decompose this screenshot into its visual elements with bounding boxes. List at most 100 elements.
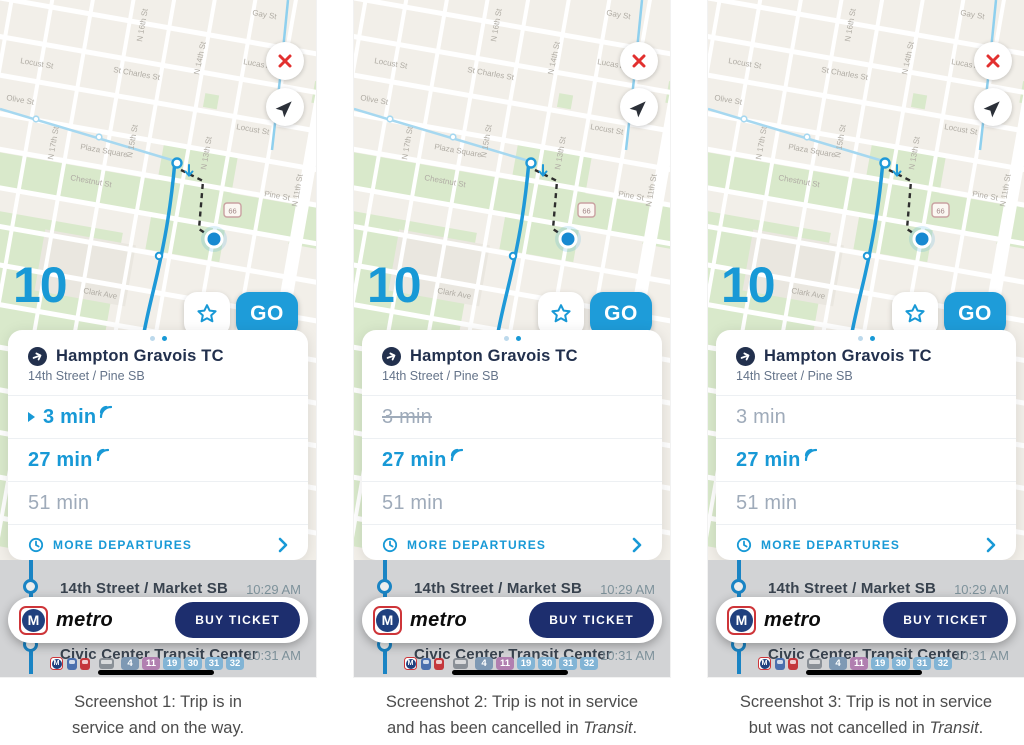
locate-button[interactable] [620, 88, 658, 126]
app-screen: 66 Gay St Locust St St Charles St N 14th… [708, 0, 1024, 677]
walk-arrow-icon [538, 164, 548, 178]
app-screen: 66 Gay St Locust St St Charles St N 14th… [0, 0, 316, 677]
departure-row[interactable]: 51 min [716, 481, 1016, 524]
route-line [844, 160, 885, 381]
walk-arrow-icon [892, 164, 902, 178]
departure-row[interactable]: 3 min [362, 395, 662, 438]
on-the-way-icon [28, 412, 35, 422]
stop-time: 10:31 AM [246, 648, 301, 663]
vehicle-location-dot [912, 229, 932, 249]
route-badge: 30 [892, 657, 910, 670]
bus-icon [807, 658, 822, 669]
favorite-button[interactable] [538, 292, 584, 336]
phone-screenshot-3: 66 Gay St Locust St St Charles St N 14th… [708, 0, 1024, 741]
highway-shield: 66 [577, 202, 596, 218]
highway-shield: 66 [223, 202, 242, 218]
departure-row[interactable]: 3 min [8, 395, 308, 438]
bus-icon [453, 658, 468, 669]
metro-wordmark: metro [410, 608, 468, 631]
home-indicator [98, 670, 214, 675]
caption: Screenshot 1: Trip is in service and on … [71, 693, 245, 737]
favorite-button[interactable] [892, 292, 938, 336]
bus-icon [99, 658, 114, 669]
buy-ticket-button[interactable]: BUY TICKET [883, 602, 1008, 638]
home-indicator [806, 670, 922, 675]
more-departures-button[interactable]: MORE DEPARTURES [8, 524, 308, 560]
departure-row[interactable]: 27 min [716, 438, 1016, 481]
departures-card: Hampton Gravois TC 14th Street / Pine SB… [716, 330, 1016, 560]
stop-name[interactable]: 14th Street / Market SB [414, 580, 582, 597]
phone-screenshot-2: 66 Gay St Locust St St Charles St N 14th… [354, 0, 670, 741]
departure-row[interactable]: 27 min [8, 438, 308, 481]
stop-subtitle: 14th Street / Pine SB [736, 369, 853, 383]
star-icon [197, 304, 217, 323]
stop-subtitle: 14th Street / Pine SB [28, 369, 145, 383]
buy-ticket-button[interactable]: BUY TICKET [529, 602, 654, 638]
close-button[interactable] [974, 42, 1012, 80]
stop-marker [377, 579, 392, 594]
stop-time: 10:29 AM [600, 582, 655, 597]
caption: Screenshot 3: Trip is not in service but… [739, 693, 993, 737]
svg-text:66: 66 [936, 207, 944, 216]
clock-icon [28, 537, 44, 553]
stop-name[interactable]: 14th Street / Market SB [60, 580, 228, 597]
route-badge: 19 [163, 657, 181, 670]
metro-wordmark: metro [56, 608, 114, 631]
direction-arrow-icon [736, 347, 755, 366]
close-button[interactable] [266, 42, 304, 80]
departure-row[interactable]: 51 min [8, 481, 308, 524]
buy-ticket-button[interactable]: BUY TICKET [175, 602, 300, 638]
direction-arrow-icon [28, 347, 47, 366]
departure-row[interactable]: 3 min [716, 395, 1016, 438]
svg-text:Gay St: Gay St [960, 8, 986, 21]
svg-text:66: 66 [228, 207, 236, 216]
itinerary-section: 14th Street / Market SB 10:29 AM Civic C… [354, 560, 670, 677]
metro-mini-logo: M [758, 657, 771, 670]
caption: Screenshot 2: Trip is not in service and… [385, 693, 639, 737]
phone-screenshot-1: 66 Gay St Locust St St Charles St N 14th… [0, 0, 316, 741]
lightrail-icon-blue [67, 657, 77, 670]
metro-mini-logo: M [404, 657, 417, 670]
lightrail-icon-red [80, 657, 90, 670]
route-number: 10 [367, 257, 422, 313]
realtime-icon [96, 448, 109, 461]
more-departures-button[interactable]: MORE DEPARTURES [362, 524, 662, 560]
stop-name[interactable]: 14th Street / Market SB [768, 580, 936, 597]
departures-card: Hampton Gravois TC 14th Street / Pine SB… [8, 330, 308, 560]
star-icon [905, 304, 925, 323]
navigation-arrow-icon [275, 100, 292, 117]
realtime-icon [450, 448, 463, 461]
departure-row[interactable]: 27 min [362, 438, 662, 481]
close-button[interactable] [620, 42, 658, 80]
lightrail-icon-blue [421, 657, 431, 670]
lightrail-icon-red [434, 657, 444, 670]
route-number: 10 [13, 257, 68, 313]
destination-title: Hampton Gravois TC [56, 347, 224, 365]
route-badge: 31 [205, 657, 223, 670]
favorite-button[interactable] [184, 292, 230, 336]
svg-text:Gay St: Gay St [606, 8, 632, 21]
boarding-stop-marker [171, 157, 183, 169]
page-dots [8, 336, 308, 341]
realtime-icon [100, 405, 113, 418]
go-button[interactable]: GO [590, 292, 652, 336]
chevron-right-icon [632, 537, 642, 553]
more-departures-button[interactable]: MORE DEPARTURES [716, 524, 1016, 560]
go-button[interactable]: GO [236, 292, 298, 336]
stop-time: 10:31 AM [954, 648, 1009, 663]
star-icon [551, 304, 571, 323]
close-icon [986, 54, 1000, 68]
destination-title: Hampton Gravois TC [764, 347, 932, 365]
vehicle-location-dot [204, 229, 224, 249]
locate-button[interactable] [974, 88, 1012, 126]
route-badge: 31 [913, 657, 931, 670]
metro-logo: M [19, 605, 48, 635]
go-button[interactable]: GO [944, 292, 1006, 336]
route-badge: 31 [559, 657, 577, 670]
route-badge: 30 [184, 657, 202, 670]
metro-mini-logo: M [50, 657, 63, 670]
departure-row[interactable]: 51 min [362, 481, 662, 524]
metro-logo: M [727, 605, 756, 635]
stop-marker [23, 579, 38, 594]
locate-button[interactable] [266, 88, 304, 126]
